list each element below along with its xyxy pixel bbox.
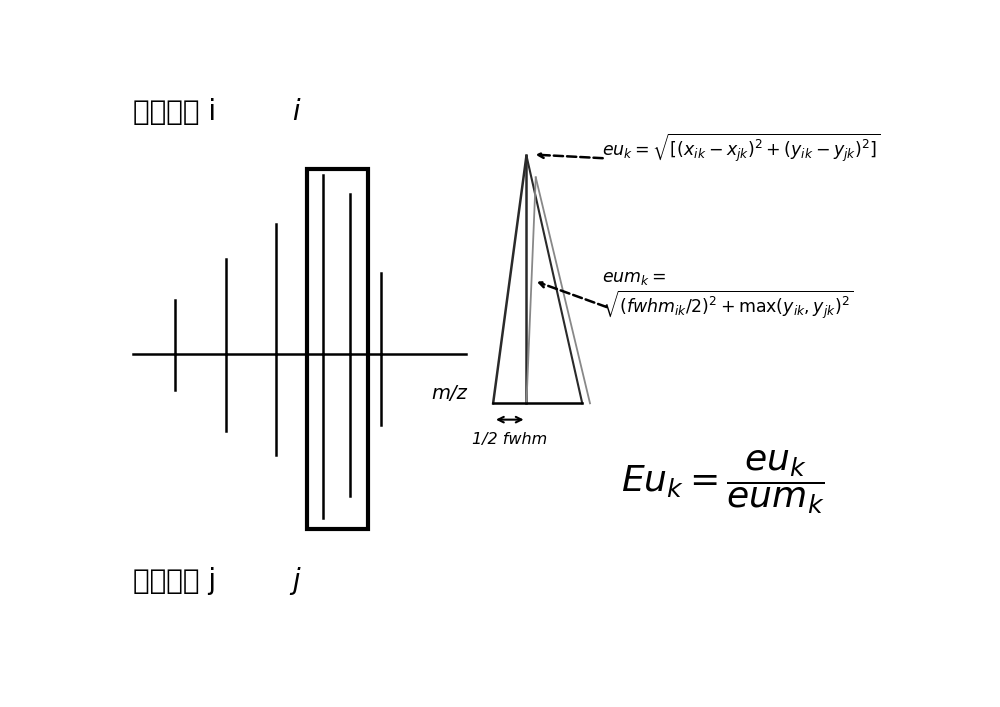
- Text: $eu_k = \sqrt{[(x_{ik}-x_{jk})^2+(y_{ik}-y_{jk})^2]}$: $eu_k = \sqrt{[(x_{ik}-x_{jk})^2+(y_{ik}…: [602, 132, 880, 163]
- Text: $\sqrt{(fwhm_{ik}/2)^2+\mathrm{max}(y_{ik},y_{jk})^2}$: $\sqrt{(fwhm_{ik}/2)^2+\mathrm{max}(y_{i…: [602, 289, 853, 322]
- Text: i: i: [284, 98, 300, 127]
- Text: $Eu_k = \dfrac{eu_k}{eum_k}$: $Eu_k = \dfrac{eu_k}{eum_k}$: [621, 449, 825, 516]
- Text: m/z: m/z: [431, 385, 467, 403]
- Text: $eum_k =$: $eum_k =$: [602, 269, 666, 287]
- Text: 参考谱图 j: 参考谱图 j: [133, 566, 216, 595]
- Text: j: j: [284, 566, 300, 595]
- Text: 实验谱图 i: 实验谱图 i: [133, 98, 216, 127]
- Text: 1/2 fwhm: 1/2 fwhm: [472, 431, 547, 447]
- Bar: [307, 169, 368, 529]
